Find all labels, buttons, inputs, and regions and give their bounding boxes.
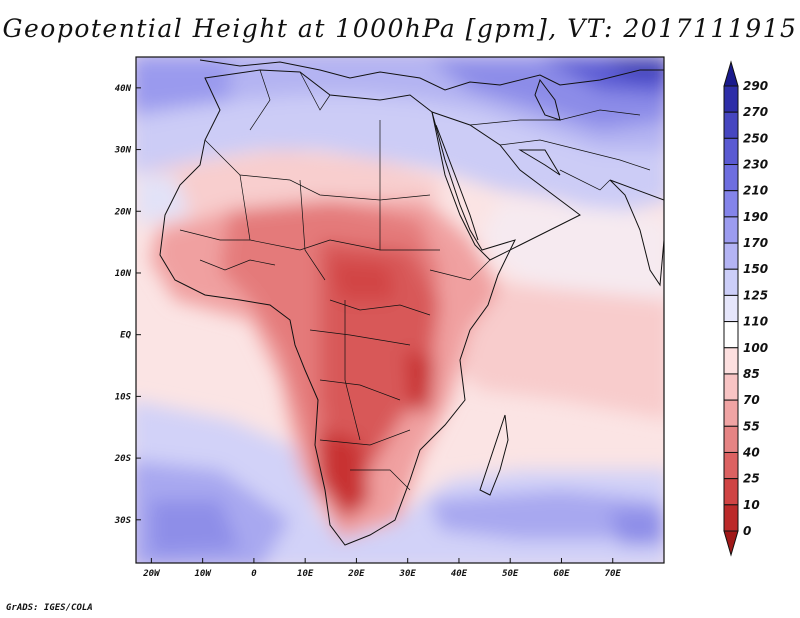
colorbar-label: 170 [743,236,768,250]
y-tick-label: 40N [115,84,132,94]
colorbar-segment [723,216,739,244]
y-tick-label: EQ [120,331,131,341]
colorbar-segment [723,347,739,375]
map-title: Geopotential Height at 1000hPa [gpm], VT… [2,14,798,43]
colorbar-segment [723,137,739,166]
colorbar-segment [723,268,739,296]
y-axis: 40N 30N 20N 10N EQ 10S 20S 30S [114,84,141,526]
y-tick-label: 20N [114,207,132,217]
y-tick-label: 10S [115,392,132,402]
plot-frame [135,56,665,564]
x-tick-label: 50E [502,569,519,579]
x-tick-label: 10E [297,569,314,579]
grads-footer: GrADS: IGES/COLA [6,603,93,613]
political-borders [179,69,651,491]
colorbar-segment [723,478,739,506]
field-shading [136,57,664,563]
x-tick-label: 60E [553,569,570,579]
colorbar-label: 110 [743,315,768,329]
colorbar-label: 10 [743,498,760,512]
colorbar-label: 0 [743,524,751,538]
y-tick-label: 20S [114,454,132,464]
x-tick-label: 30E [399,569,417,579]
colorbar-label: 210 [743,184,768,198]
x-tick-label: 0 [251,569,257,579]
x-tick-label: 70E [605,569,622,579]
colorbar-segment [723,294,739,323]
x-tick-label: 20W [142,569,161,579]
y-tick-label: 30S [114,516,132,526]
colorbar-segment [723,451,739,480]
colorbar-label: 55 [743,419,760,433]
colorbar-label: 270 [743,105,768,119]
colorbar: 2902702502302101901701501251101008570554… [723,60,768,557]
x-tick-label: 10W [195,569,213,579]
colorbar-bottom-arrow [723,530,739,557]
x-tick-label: 20E [347,569,365,579]
colorbar-label: 150 [743,262,768,276]
colorbar-label: 250 [743,131,768,145]
colorbar-label: 190 [743,210,768,224]
colorbar-segment [723,425,739,453]
colorbar-label: 40 [742,445,760,459]
colorbar-segment [723,111,739,139]
colorbar-segment [723,504,739,532]
colorbar-segment [723,190,739,218]
y-tick-label: 30N [114,146,132,156]
colorbar-label: 230 [743,158,768,172]
colorbar-label: 290 [743,79,768,93]
colorbar-label: 70 [743,393,760,407]
colorbar-segment [723,164,739,192]
colorbar-segment [723,373,739,401]
colorbar-label: 125 [743,288,768,302]
colorbar-top-arrow [723,60,739,87]
colorbar-label: 25 [743,472,760,486]
colorbar-label: 85 [743,367,760,381]
x-tick-label: 40E [451,569,468,579]
colorbar-label: 100 [743,341,768,355]
colorbar-segment [723,85,739,113]
colorbar-segment [723,242,739,270]
colorbar-segment [723,321,739,349]
colorbar-segment [723,399,739,427]
y-tick-label: 10N [115,269,132,279]
x-axis: 20W 10W 0 10E 20E 30E 40E 50E 60E 70E [142,558,621,579]
